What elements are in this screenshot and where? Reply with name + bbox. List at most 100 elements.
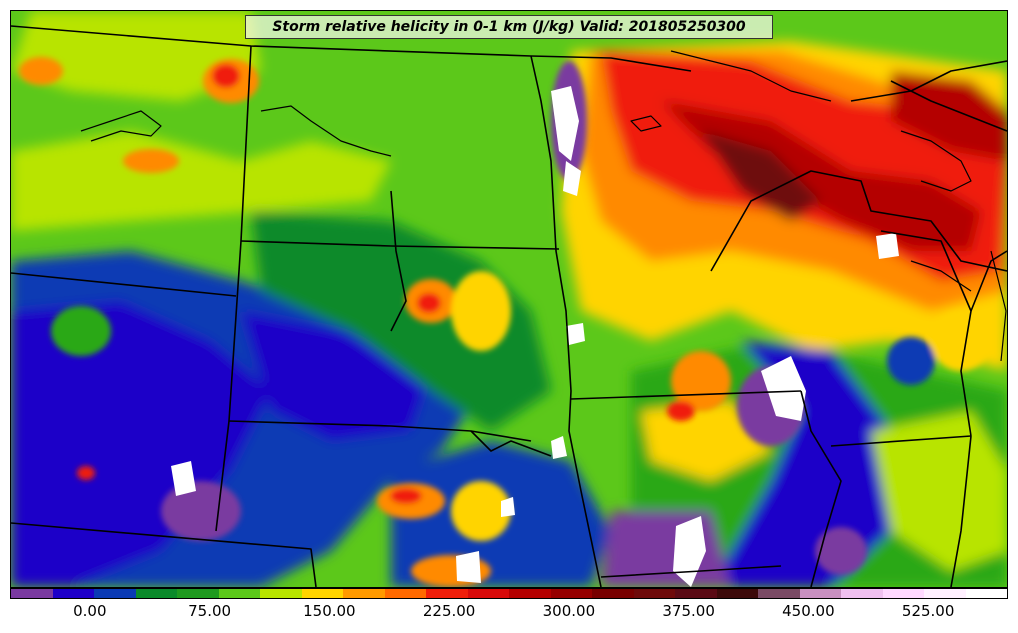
field-small-features bbox=[19, 57, 991, 587]
colorbar-segment-16 bbox=[675, 589, 717, 598]
red-patch-plains bbox=[417, 293, 441, 313]
blue-patch-east bbox=[887, 337, 935, 385]
colorbar-segment-19 bbox=[799, 589, 841, 598]
colorbar-segment-11 bbox=[467, 589, 509, 598]
white-patch-south-5 bbox=[501, 497, 515, 517]
white-patch-south-2 bbox=[171, 461, 196, 496]
colorbar-segment-6 bbox=[260, 589, 302, 598]
colorbar-tick-label-5: 375.00 bbox=[662, 602, 715, 620]
colorbar-segment-8 bbox=[343, 589, 385, 598]
border-plains-north bbox=[240, 240, 560, 250]
lake-outline-west bbox=[80, 110, 162, 142]
white-patch-east bbox=[876, 233, 899, 259]
map-canvas bbox=[11, 11, 1007, 587]
colorbar-tick-label-6: 450.00 bbox=[782, 602, 835, 620]
colorbar-tick-labels: 0.00 75.00 150.00 225.00 300.00 375.00 450.00 5… bbox=[10, 602, 1008, 624]
maroon-core-east bbox=[701, 131, 821, 221]
white-patch-north bbox=[551, 86, 579, 161]
colorbar-segment-23 bbox=[965, 589, 1007, 598]
border-east-vertical bbox=[950, 435, 972, 587]
field-large-regions bbox=[11, 11, 1007, 587]
border-south bbox=[11, 522, 317, 587]
colorbar-segment-17 bbox=[716, 589, 758, 598]
colorbar-segment-2 bbox=[94, 589, 136, 598]
colorbar-segment-1 bbox=[52, 589, 94, 598]
lake-outline-central bbox=[260, 105, 392, 157]
border-lakes bbox=[710, 170, 1007, 272]
yellow-cluster-south bbox=[451, 481, 511, 541]
yellow-green-southeast bbox=[871, 411, 1007, 571]
colorbar-segment-7 bbox=[301, 589, 343, 598]
political-borders bbox=[11, 25, 1007, 587]
deep-blue-region-west bbox=[11, 301, 271, 587]
border-west-vertical bbox=[215, 45, 252, 532]
purple-patch-southeast bbox=[815, 527, 867, 575]
colorbar-segment-5 bbox=[218, 589, 260, 598]
deep-blue-swath bbox=[241, 311, 431, 441]
colorbar-segment-13 bbox=[550, 589, 592, 598]
water-outlines bbox=[80, 50, 1007, 362]
map-title: Storm relative helicity in 0-1 km (J/kg)… bbox=[272, 19, 746, 35]
border-south-east bbox=[600, 565, 782, 578]
red-dot-southwest bbox=[77, 466, 95, 480]
border-east-line bbox=[890, 80, 1007, 132]
colorbar-tick-label-0: 0.00 bbox=[73, 602, 107, 620]
colorbar-segment-22 bbox=[924, 589, 966, 598]
colorbar-segment-12 bbox=[509, 589, 551, 598]
river-outline-east bbox=[990, 250, 1007, 362]
colorbar-segment-4 bbox=[177, 589, 219, 598]
map-title-box: Storm relative helicity in 0-1 km (J/kg)… bbox=[245, 15, 773, 39]
border-central-1 bbox=[228, 420, 532, 442]
border-river-east bbox=[800, 390, 842, 587]
blue-band-southeast bbox=[711, 341, 891, 587]
border-east-horizontal bbox=[830, 435, 972, 447]
colorbar-segment-10 bbox=[426, 589, 468, 598]
dark-red-region-east bbox=[661, 101, 981, 251]
colorbar-segment-15 bbox=[633, 589, 675, 598]
colorbar-segment-14 bbox=[592, 589, 634, 598]
colorbar-segment-0 bbox=[11, 589, 53, 598]
lake-outline-east bbox=[900, 130, 972, 192]
lake-outline-north bbox=[630, 115, 662, 132]
orange-patch-top-left bbox=[19, 57, 63, 85]
yellow-band-north bbox=[11, 131, 391, 231]
border-east-coast bbox=[970, 250, 1007, 312]
white-patch-north-2 bbox=[563, 161, 581, 196]
red-patch-east-central bbox=[667, 401, 695, 421]
yellow-patch-plains bbox=[451, 271, 511, 351]
colorbar-tick-label-7: 525.00 bbox=[901, 602, 955, 620]
white-patch-south-1 bbox=[673, 516, 706, 587]
extreme-value-patches bbox=[171, 86, 899, 587]
orange-patch-north-central bbox=[123, 149, 179, 173]
border-plains-south bbox=[11, 272, 237, 297]
colorbar-segment-18 bbox=[758, 589, 800, 598]
lake-outline-east-2 bbox=[910, 260, 972, 292]
white-patch-south-central bbox=[566, 323, 585, 345]
white-patch-south-4 bbox=[551, 436, 567, 459]
red-cluster-south bbox=[390, 488, 422, 504]
orange-patch-east-central bbox=[671, 351, 731, 411]
dark-red-patch-northeast bbox=[891, 71, 1007, 161]
colorbar-tick-label-1: 75.00 bbox=[188, 602, 232, 620]
border-iowa-north bbox=[570, 390, 802, 400]
red-patch-northwest bbox=[212, 64, 240, 88]
colorbar-tick-label-2: 150.00 bbox=[303, 602, 356, 620]
yellow-patch-south bbox=[641, 401, 771, 481]
lake-outline-northeast bbox=[670, 50, 832, 102]
white-patch-mississippi bbox=[761, 356, 806, 421]
colorbar-segment-9 bbox=[384, 589, 426, 598]
colorbar-tick-label-4: 300.00 bbox=[542, 602, 596, 620]
yellow-patch-east bbox=[931, 311, 991, 371]
helicity-map bbox=[10, 10, 1008, 588]
border-canada-east bbox=[850, 60, 1007, 102]
green-band-central bbox=[251, 211, 551, 431]
colorbar-segment-20 bbox=[841, 589, 883, 598]
colorbar-segment-3 bbox=[135, 589, 177, 598]
purple-patch-southwest bbox=[161, 481, 241, 541]
yellow-band-north-2 bbox=[11, 11, 261, 101]
border-river-west bbox=[530, 55, 602, 587]
white-patch-south-3 bbox=[456, 551, 481, 583]
colorbar-segment-21 bbox=[882, 589, 924, 598]
colorbar-tick-label-3: 225.00 bbox=[422, 602, 476, 620]
border-missouri-river bbox=[390, 190, 407, 332]
